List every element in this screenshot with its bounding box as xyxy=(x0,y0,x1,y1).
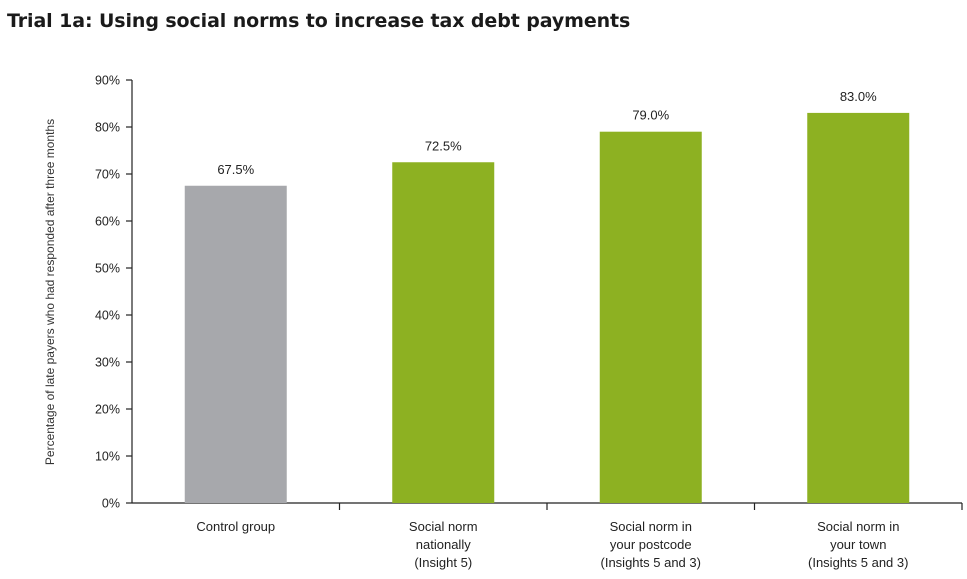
y-axis-label: Percentage of late payers who had respon… xyxy=(43,119,57,465)
x-tick-label: nationally xyxy=(416,537,471,552)
bar-value-label: 83.0% xyxy=(840,89,877,104)
x-tick-labels: Control group Social norm nationally (Insig… xyxy=(196,519,908,570)
x-tick-label: Social norm xyxy=(409,519,478,534)
y-axis: 0% 10% 20% 30% 40% 50% 60% 70% 80% 90% xyxy=(95,74,133,511)
x-axis xyxy=(132,502,963,510)
bar xyxy=(599,131,702,503)
y-tick-label: 40% xyxy=(95,309,120,323)
data-labels: 67.5% 72.5% 79.0% 83.0% xyxy=(217,89,877,177)
bar xyxy=(184,185,287,503)
x-tick-label: (Insight 5) xyxy=(414,555,472,570)
x-tick-label: Control group xyxy=(196,519,275,534)
bars xyxy=(184,112,910,504)
y-tick-label: 10% xyxy=(95,450,120,464)
x-tick-label: (Insights 5 and 3) xyxy=(601,555,701,570)
x-tick-label: Social norm in xyxy=(610,519,692,534)
y-tick-label: 0% xyxy=(102,497,120,511)
y-axis-label-group: Percentage of late payers who had respon… xyxy=(43,119,57,465)
y-tick-label: 20% xyxy=(95,403,120,417)
chart-title: Trial 1a: Using social norms to increase… xyxy=(7,10,631,32)
y-tick-label: 90% xyxy=(95,74,120,88)
x-tick-label: your town xyxy=(830,537,886,552)
bar xyxy=(392,162,495,503)
bar-value-label: 67.5% xyxy=(217,162,254,177)
x-tick-label: your postcode xyxy=(610,537,692,552)
x-tick-label: (Insights 5 and 3) xyxy=(808,555,908,570)
bar-value-label: 72.5% xyxy=(425,138,462,153)
y-tick-label: 70% xyxy=(95,168,120,182)
bar xyxy=(807,112,910,504)
y-tick-label: 60% xyxy=(95,215,120,229)
y-tick-label: 50% xyxy=(95,262,120,276)
bar-value-label: 79.0% xyxy=(632,108,669,123)
x-tick-label: Social norm in xyxy=(817,519,899,534)
y-tick-label: 80% xyxy=(95,121,120,135)
y-tick-label: 30% xyxy=(95,356,120,370)
